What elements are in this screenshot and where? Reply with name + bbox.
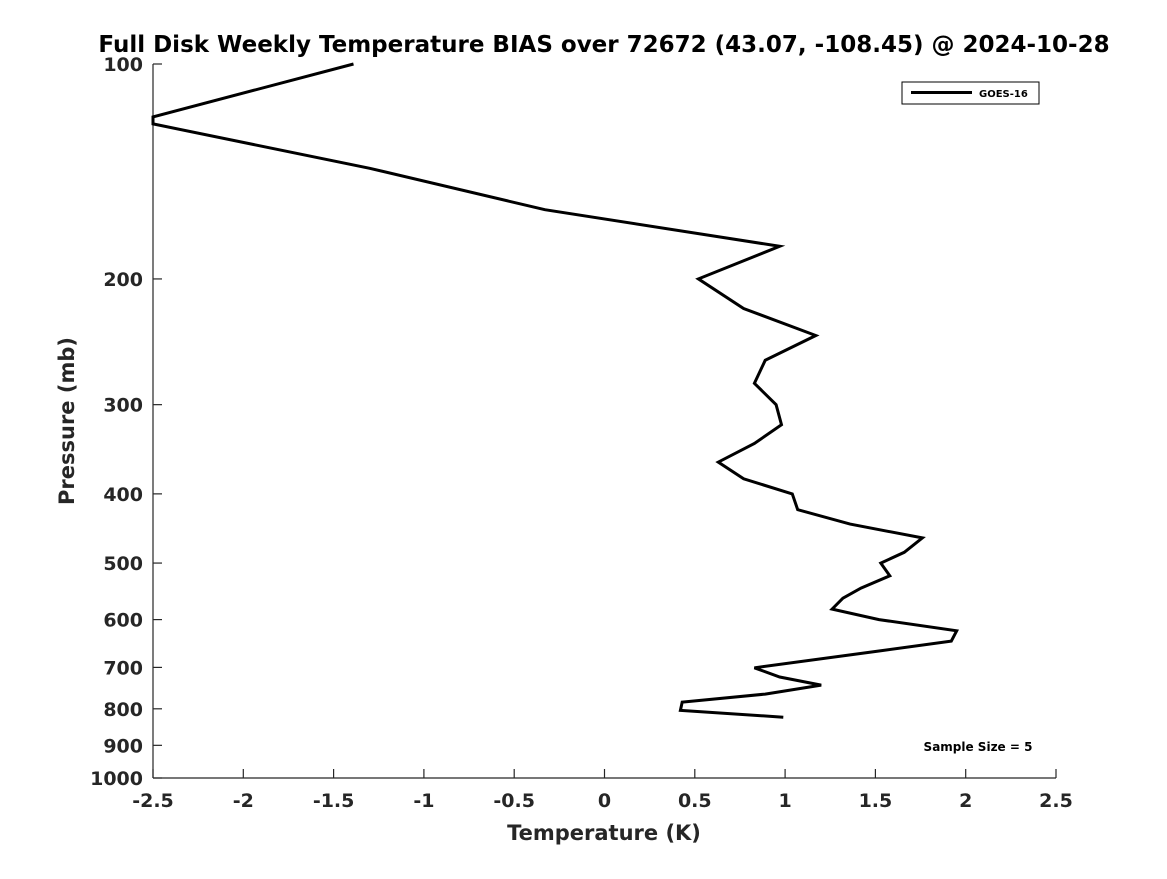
y-tick-label: 100 <box>103 54 143 76</box>
legend-label-goes-16: GOES-16 <box>979 89 1028 100</box>
series-line-goes-16 <box>151 62 960 719</box>
y-tick-label: 700 <box>103 657 143 679</box>
y-tick-label: 800 <box>103 699 143 721</box>
x-tick-label: -1 <box>413 790 434 812</box>
chart-title: Full Disk Weekly Temperature BIAS over 7… <box>98 32 1109 58</box>
x-tick-label: 0.5 <box>678 790 712 812</box>
x-tick-label: -0.5 <box>493 790 535 812</box>
x-tick-label: 2.5 <box>1039 790 1073 812</box>
x-tick-label: 1 <box>778 790 791 812</box>
x-tick-label: -1.5 <box>313 790 355 812</box>
x-axis-label: Temperature (K) <box>507 821 701 845</box>
y-tick-label: 200 <box>103 269 143 291</box>
y-tick-label: 300 <box>103 395 143 417</box>
sample-size-annotation: Sample Size = 5 <box>924 740 1033 754</box>
x-tick-label: 1.5 <box>859 790 893 812</box>
axes: -2.5 -2 -1.5 -1 -0.5 0 0.5 1 1.5 2 2.5 100 200 300 400… <box>90 54 1073 812</box>
x-tick-label: -2.5 <box>132 790 174 812</box>
y-axis-label: Pressure (mb) <box>55 337 79 505</box>
x-tick-label: -2 <box>233 790 254 812</box>
y-tick-label: 1000 <box>90 768 143 790</box>
y-tick-label: 600 <box>103 610 143 632</box>
y-tick-label: 400 <box>103 484 143 506</box>
y-tick-label: 500 <box>103 553 143 575</box>
series-group <box>151 62 960 719</box>
legend: GOES-16 <box>901 81 1040 105</box>
y-tick-label: 900 <box>103 735 143 757</box>
x-tick-label: 0 <box>598 790 611 812</box>
x-tick-label: 2 <box>959 790 972 812</box>
